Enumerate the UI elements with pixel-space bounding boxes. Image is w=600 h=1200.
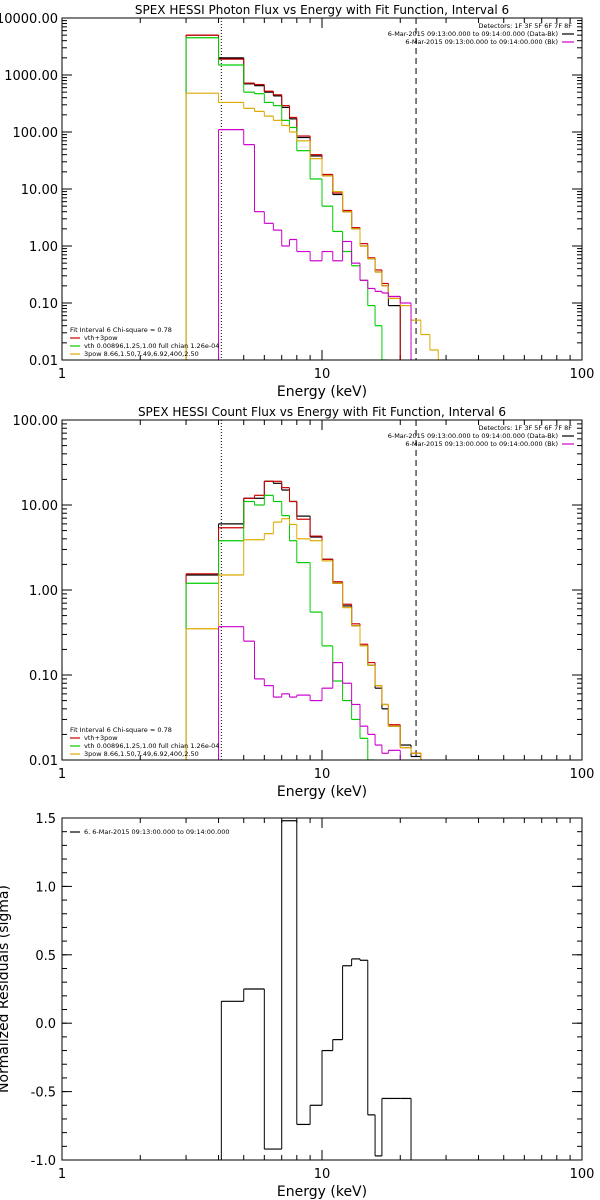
legend-entry-label: 6-Mar-2015 09:13:00.000 to 09:14:00.000 … — [405, 38, 558, 46]
legend-entry-label: 6-Mar-2015 09:13:00.000 to 09:14:00.000 … — [388, 30, 558, 38]
chart-panel-2: SPEX HESSI Count Flux vs Energy with Fit… — [13, 405, 595, 800]
legend-detectors: Detectors: 1F 3F 5F 6F 7F 8F — [478, 22, 572, 30]
x-tick-label: 10 — [314, 767, 331, 782]
x-axis-label: Energy (keV) — [277, 1184, 367, 1200]
legend-fit-header: Fit Interval 6 Chi-square = 0.78 — [70, 326, 172, 334]
x-tick-label: 10 — [314, 367, 331, 382]
legend-entry-label: vth 0.00896,1.25,1.00 full chian 1.26e-0… — [84, 742, 219, 750]
y-tick-label: -1.0 — [31, 1154, 56, 1169]
y-tick-label: 1.00 — [29, 584, 58, 599]
y-tick-label: -0.5 — [31, 1086, 56, 1101]
series-bk — [218, 626, 401, 760]
plot-area — [185, 34, 447, 360]
legend-entry-label: 6. 6-Mar-2015 09:13:00.000 to 09:14:00.0… — [84, 828, 230, 836]
legend-detectors: Detectors: 1F 3F 5F 6F 7F 8F — [478, 424, 572, 432]
chart-title: SPEX HESSI Count Flux vs Energy with Fit… — [138, 405, 506, 419]
x-tick-label: 1 — [58, 367, 66, 382]
y-axis-label: Normalized Residuals (sigma) — [0, 885, 12, 1093]
y-tick-label: 0.0 — [35, 1017, 56, 1032]
legend-entry-label: vth 0.00896,1.25,1.00 full chian 1.26e-0… — [84, 342, 219, 350]
series-residuals — [220, 820, 412, 1160]
legend-entry-label: vth+3pow — [84, 334, 118, 342]
x-tick-label: 1 — [58, 1167, 66, 1182]
legend-entry-label: 6-Mar-2015 09:13:00.000 to 09:14:00.000 … — [405, 440, 558, 448]
plot-frame — [61, 817, 583, 1161]
y-tick-label: 0.10 — [29, 297, 58, 312]
y-tick-label: 100.00 — [13, 126, 59, 141]
chart-panel-3: 1 10 100 Energy (keV) -1.0 -0.5 0.0 0.5 1.0 1.5 No… — [0, 812, 594, 1200]
y-tick-label: 0.01 — [29, 754, 58, 769]
y-tick-label: 10000.00 — [0, 12, 58, 27]
chart-panel-1: SPEX HESSI Photon Flux vs Energy with Fi… — [0, 3, 594, 400]
series-vth-3pow — [185, 480, 422, 760]
plot-area — [185, 480, 422, 760]
series-vth — [185, 37, 389, 360]
y-tick-label: 0.10 — [29, 669, 58, 684]
plot-frame — [61, 17, 583, 361]
series-data-bk — [185, 480, 422, 760]
x-tick-label: 100 — [570, 1167, 595, 1182]
y-tick-label: 10.00 — [21, 499, 58, 514]
x-axis-label: Energy (keV) — [277, 784, 367, 800]
x-tick-label: 1 — [58, 767, 66, 782]
y-tick-label: 1.00 — [29, 240, 58, 255]
x-tick-label: 100 — [570, 367, 595, 382]
legend-entry-label: 6-Mar-2015 09:13:00.000 to 09:14:00.000 … — [388, 432, 558, 440]
y-tick-label: 1.0 — [35, 880, 56, 895]
y-tick-label: 100.00 — [13, 414, 59, 429]
y-tick-label: 10.00 — [21, 183, 58, 198]
x-tick-label: 10 — [314, 1167, 331, 1182]
legend-fit-header: Fit Interval 6 Chi-square = 0.78 — [70, 726, 172, 734]
plot-area — [220, 820, 412, 1160]
y-tick-label: 1.5 — [35, 812, 56, 827]
y-tick-label: 0.01 — [29, 354, 58, 369]
y-tick-label: 0.5 — [35, 949, 56, 964]
legend-entry-label: 3pow 8.66,1.50,7.49,6.92,400,2.50 — [84, 350, 199, 358]
series-vth — [185, 494, 376, 760]
y-tick-label: 1000.00 — [4, 69, 58, 84]
x-tick-label: 100 — [570, 767, 595, 782]
plot-frame — [61, 419, 583, 761]
legend-entry-label: vth+3pow — [84, 734, 118, 742]
chart-title: SPEX HESSI Photon Flux vs Energy with Fi… — [135, 3, 509, 17]
series-bk — [218, 129, 412, 360]
legend-entry-label: 3pow 8.66,1.50,7.49,6.92,400,2.50 — [84, 750, 199, 758]
x-axis-label: Energy (keV) — [277, 384, 367, 400]
series-3pow — [185, 92, 447, 360]
series-3pow — [185, 518, 422, 760]
